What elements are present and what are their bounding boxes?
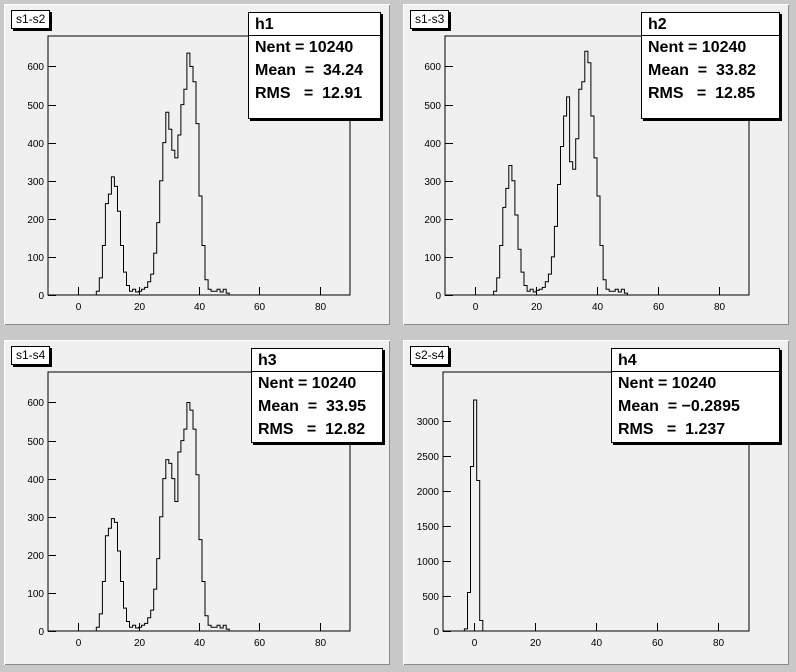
pad-s1-s3[interactable]: 0 100 200 300 400 500 600 0 20 40 60 80 s1-s3 h2 Ne…: [403, 4, 789, 325]
y-tick-label: 2000: [417, 487, 440, 498]
x-tick-label: 20: [531, 302, 543, 313]
x-tick-label: 20: [134, 638, 146, 649]
y-tick-label: 0: [435, 291, 441, 302]
x-tick-label: 60: [652, 638, 664, 649]
x-tick-label: 40: [592, 302, 604, 313]
pad-s2-s4[interactable]: 0 500 1000 1500 2000 2500 3000 0 20 40 60 80 s2-s4 …: [403, 340, 789, 665]
y-tick-label: 2500: [417, 452, 440, 463]
x-tick-label: 40: [194, 638, 206, 649]
stats-mean: Mean = 33.82: [648, 62, 757, 79]
histogram-plot-h1: 0 100 200 300 400 500 600 0 20 40 60 80: [27, 35, 351, 313]
y-tick-label: 500: [27, 437, 44, 448]
stats-histogram-name: h1: [249, 13, 380, 36]
x-tick-label: 80: [315, 638, 327, 649]
x-tick-label: 80: [714, 302, 726, 313]
stats-box-h1[interactable]: h1 Nent = 10240 Mean = 34.24 RMS = 12.91: [248, 12, 381, 119]
y-tick-label: 400: [27, 475, 44, 486]
y-tick-label: 300: [27, 513, 44, 524]
histogram-plot-h3: 0 100 200 300 400 500 600 0 20 40 60 80: [27, 371, 351, 649]
x-tick-label: 80: [713, 638, 725, 649]
histogram-line-h1: [84, 52, 269, 296]
y-tick-label: 600: [27, 62, 44, 73]
histogram-line-h2: [481, 50, 667, 296]
y-tick-label: 600: [27, 398, 44, 409]
x-tick-label: 0: [473, 302, 479, 313]
x-tick-label: 40: [194, 302, 206, 313]
pad-title-s1-s4: s1-s4: [11, 346, 51, 365]
pad-title-s2-s4: s2-s4: [410, 346, 450, 365]
y-tick-label: 200: [424, 215, 441, 226]
stats-box-h3[interactable]: h3 Nent = 10240 Mean = 33.95 RMS = 12.82: [251, 348, 383, 443]
y-tick-label: 300: [27, 177, 44, 188]
y-tick-label: 0: [433, 627, 439, 638]
histogram-line-h3: [84, 402, 269, 632]
pad-s1-s2[interactable]: 0 100 200 300 400 500 600 0 20 40 60 80 s1-s2 h1 Ne…: [4, 4, 390, 325]
pad-title-s1-s3: s1-s3: [410, 10, 450, 29]
x-tick-label: 0: [472, 638, 478, 649]
stats-histogram-name: h4: [612, 349, 779, 372]
x-tick-label: 60: [254, 302, 266, 313]
y-tick-label: 200: [27, 215, 44, 226]
y-tick-label: 500: [27, 101, 44, 112]
stats-entries: Nent = 10240: [618, 375, 717, 392]
stats-rms: RMS = 1.237: [618, 421, 726, 438]
x-tick-label: 20: [134, 302, 146, 313]
histogram-plot-h2: 0 100 200 300 400 500 600 0 20 40 60 80: [424, 35, 750, 313]
histogram-line-h4: [463, 399, 484, 631]
y-tick-label: 100: [27, 589, 44, 600]
stats-mean: Mean = 34.24: [255, 62, 364, 79]
stats-rms: RMS = 12.82: [258, 421, 366, 438]
stats-mean: Mean = −0.2895: [618, 398, 740, 415]
y-tick-label: 500: [424, 101, 441, 112]
y-tick-label: 1000: [417, 557, 440, 568]
y-tick-label: 1500: [417, 522, 440, 533]
stats-histogram-name: h3: [252, 349, 382, 372]
stats-entries: Nent = 10240: [258, 375, 357, 392]
stats-histogram-name: h2: [642, 13, 779, 36]
pad-s1-s4[interactable]: 0 100 200 300 400 500 600 0 20 40 60 80 s1-s4 h3 Ne…: [4, 340, 390, 665]
y-tick-label: 400: [27, 139, 44, 150]
y-tick-label: 0: [38, 627, 44, 638]
histogram-plot-h4: 0 500 1000 1500 2000 2500 3000 0 20 40 60 80: [417, 371, 750, 649]
y-tick-label: 0: [38, 291, 44, 302]
y-tick-label: 3000: [417, 417, 440, 428]
stats-rms: RMS = 12.91: [255, 85, 363, 102]
y-tick-label: 200: [27, 551, 44, 562]
y-tick-label: 600: [424, 62, 441, 73]
x-tick-label: 60: [254, 638, 266, 649]
y-tick-label: 100: [27, 253, 44, 264]
x-tick-label: 20: [530, 638, 542, 649]
x-tick-label: 0: [76, 302, 82, 313]
y-tick-label: 400: [424, 139, 441, 150]
x-tick-label: 0: [76, 638, 82, 649]
y-tick-label: 100: [424, 253, 441, 264]
y-tick-label: 300: [424, 177, 441, 188]
y-tick-label: 500: [422, 592, 439, 603]
stats-mean: Mean = 33.95: [258, 398, 367, 415]
stats-entries: Nent = 10240: [648, 39, 747, 56]
x-tick-label: 60: [653, 302, 665, 313]
stats-box-h2[interactable]: h2 Nent = 10240 Mean = 33.82 RMS = 12.85: [641, 12, 780, 119]
x-tick-label: 40: [591, 638, 603, 649]
stats-box-h4[interactable]: h4 Nent = 10240 Mean = −0.2895 RMS = 1.2…: [611, 348, 780, 443]
x-tick-label: 80: [315, 302, 327, 313]
pad-title-s1-s2: s1-s2: [11, 10, 51, 29]
stats-entries: Nent = 10240: [255, 39, 354, 56]
stats-rms: RMS = 12.85: [648, 85, 756, 102]
